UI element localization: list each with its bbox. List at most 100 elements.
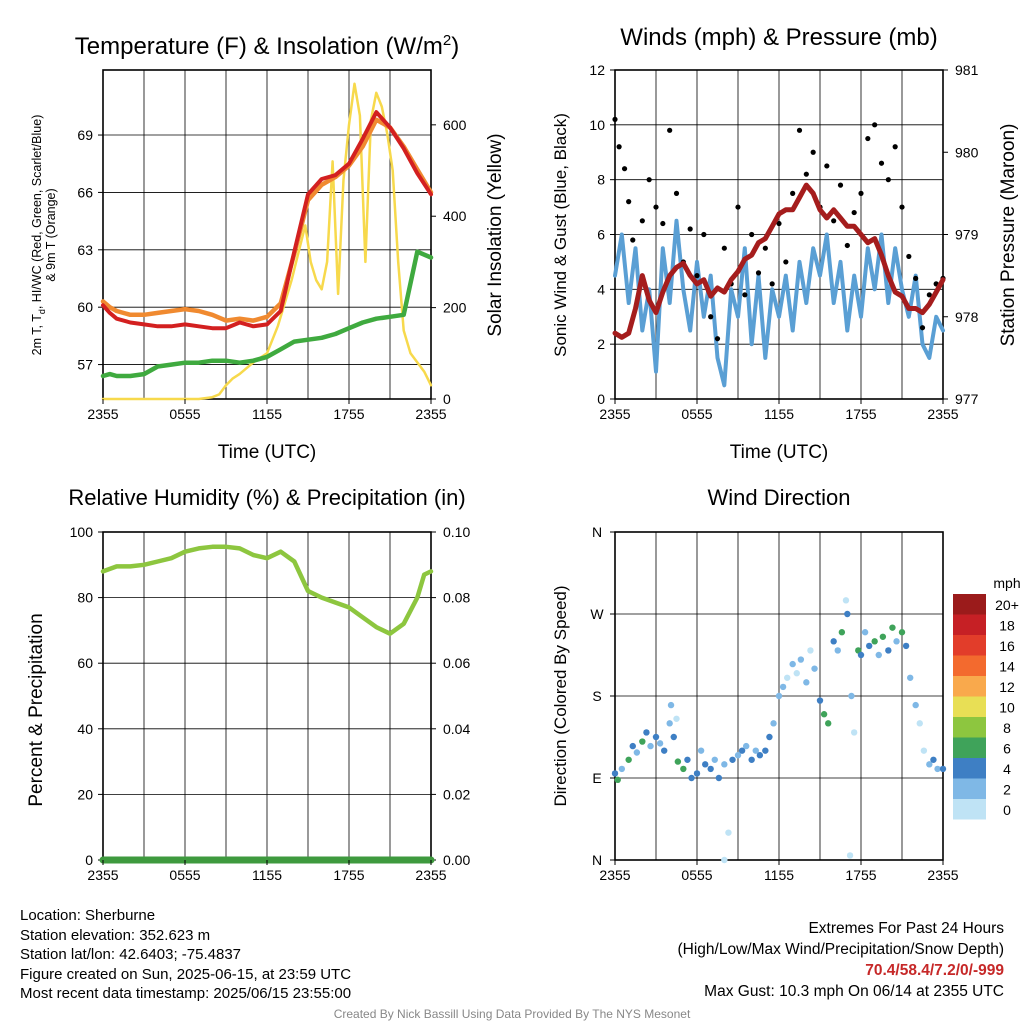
credit-text: Created By Nick Bassill Using Data Provi…: [333, 1007, 691, 1021]
direction-point: [907, 674, 914, 681]
legend-label: 6: [1003, 741, 1011, 757]
gust-point: [796, 127, 803, 133]
gust-point: [687, 226, 693, 232]
temperature-ytick-label: 66: [77, 184, 93, 200]
direction-point: [647, 742, 654, 750]
temperature-ytick-label: 60: [77, 299, 93, 315]
legend-label: 4: [1003, 761, 1011, 777]
temperature-xtick-label: 1155: [252, 406, 282, 422]
gust-point: [810, 149, 816, 155]
legend-label: 8: [1003, 720, 1011, 736]
winds-panel: Winds (mph) & Pressure (mb) 0 2 4 6 8 10 12 977 9…: [551, 24, 1019, 463]
temperature-ylabel-line1: 2m T, Td, HI/WC (Red, Green, Scarlet/Blu…: [30, 115, 47, 356]
insolation-ylabel: Solar Insolation (Yellow): [485, 133, 506, 336]
direction-point: [680, 765, 687, 773]
gust-point: [639, 218, 645, 224]
winds-xlabel: Time (UTC): [730, 442, 829, 463]
direction-point: [625, 756, 632, 763]
direction-point: [614, 776, 621, 784]
gust-point: [851, 209, 857, 216]
direction-point: [784, 674, 791, 681]
gust-point: [831, 218, 837, 224]
pressure-line: [612, 182, 946, 340]
direction-point: [902, 642, 910, 650]
direction-point: [793, 670, 800, 677]
gust-point: [919, 325, 926, 331]
legend-label: 20+: [995, 597, 1019, 613]
legend-swatch: [953, 614, 986, 635]
humidity-ylabel: Percent & Precipitation: [26, 613, 47, 806]
direction-point: [930, 756, 937, 763]
gust-point: [762, 245, 768, 251]
legend-swatch: [953, 676, 986, 697]
gust-point: [714, 336, 721, 342]
humidity-panel: Relative Humidity (%) & Precipitation (i…: [26, 485, 470, 883]
gust-point: [673, 190, 680, 196]
direction-point: [850, 729, 858, 736]
gust-point: [790, 190, 796, 196]
pressure-ytick-right-label: 978: [955, 309, 979, 325]
gust-point: [824, 163, 830, 169]
gust-point: [708, 314, 714, 320]
extremes-values: 70.4/58.4/7.2/0/-999: [865, 962, 1004, 979]
direction-point: [807, 647, 814, 654]
ylabel-subscript: d: [37, 309, 47, 314]
temperature-ytick-label: 57: [77, 357, 93, 373]
direction-point: [673, 715, 680, 722]
gust-point: [755, 270, 762, 276]
created-text: Figure created on Sun, 2025-06-15, at 23…: [20, 965, 352, 983]
direction-point: [820, 711, 828, 718]
direction-point: [775, 692, 783, 700]
humidity-ytick-label: 60: [77, 655, 93, 671]
direction-point: [811, 665, 818, 672]
direction-point: [721, 761, 728, 768]
dewpoint-line: [100, 249, 434, 379]
temperature-ytick-label: 69: [77, 127, 93, 143]
gust-point: [735, 204, 741, 210]
winds-xtick-label: 2355: [599, 406, 630, 422]
gust-point: [865, 135, 871, 142]
temperature-ytick-label: 63: [77, 242, 93, 258]
legend-title: mph: [993, 575, 1020, 591]
direction-point: [861, 629, 869, 636]
winds-ytick-label: 12: [589, 62, 605, 78]
gust-point: [926, 292, 932, 298]
direction-point: [729, 756, 736, 763]
title-main: Temperature (F) & Insolation (W/m: [75, 33, 443, 60]
legend-swatch: [953, 799, 986, 820]
humidity-xtick-label: 1755: [333, 867, 364, 883]
pressure-ytick-right-label: 977: [955, 391, 979, 407]
gust-point: [667, 127, 673, 133]
precip-ytick-right-label: 0.06: [443, 655, 470, 671]
direction-point: [934, 765, 941, 773]
gust-point: [694, 273, 700, 279]
direction-ytick-label: N: [592, 524, 602, 540]
temp-9m-line: [100, 117, 434, 323]
ylabel-part: , HI/WC (Red, Green, Scarlet/Blue): [30, 115, 44, 310]
humidity-xtick-label: 2355: [415, 867, 446, 883]
direction-point: [898, 629, 906, 636]
station-info: Location: Sherburne Station elevation: 3…: [20, 906, 351, 1004]
legend-swatch: [953, 758, 986, 779]
direction-ytick-label: S: [592, 688, 601, 704]
legend-swatch: [953, 696, 986, 717]
direction-point: [762, 747, 769, 754]
recent-text: Most recent data timestamp: 2025/06/15 2…: [20, 985, 352, 1002]
direction-point: [912, 701, 919, 709]
humidity-xtick-label: 0555: [169, 867, 200, 883]
temperature-xlabel: Time (UTC): [218, 442, 317, 463]
gust-point: [646, 177, 652, 183]
legend-swatch: [953, 594, 986, 615]
gust-point: [653, 204, 659, 210]
direction-point: [756, 752, 764, 759]
direction-point: [857, 651, 865, 659]
insolation-ytick-right-label: 0: [443, 391, 451, 407]
gust-point: [701, 231, 707, 238]
direction-point: [893, 638, 900, 645]
direction-point: [926, 761, 933, 768]
winds-xtick-label: 2355: [927, 406, 958, 422]
direction-point: [656, 740, 664, 747]
legend-swatch: [953, 737, 986, 758]
gust-point: [742, 292, 748, 298]
gust-point: [844, 242, 850, 249]
